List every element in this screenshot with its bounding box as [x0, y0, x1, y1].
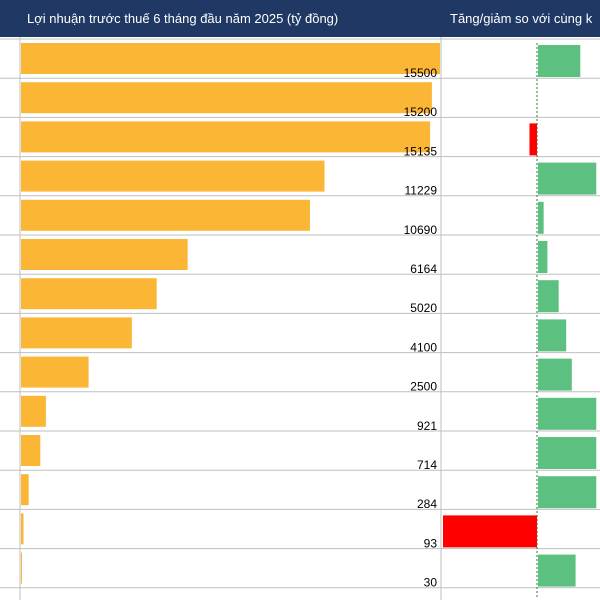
profit-bar [21, 239, 188, 270]
profit-value-label: 284 [417, 497, 437, 511]
profit-bar [21, 160, 325, 192]
profit-bar [21, 395, 46, 427]
change-bar-increase [538, 358, 572, 391]
change-bar-increase [538, 280, 559, 313]
profit-value-label: 10690 [404, 223, 438, 237]
profit-value-label: 15200 [404, 105, 438, 119]
profit-bar [21, 278, 157, 310]
change-bar-decrease [443, 515, 537, 548]
profit-bar [21, 474, 29, 506]
profit-bar [21, 317, 132, 349]
profit-bar [21, 356, 89, 388]
profit-bar [21, 513, 24, 545]
profit-bar [21, 43, 440, 74]
profit-bar [21, 121, 431, 153]
change-bar-increase [538, 554, 576, 587]
change-column-title: Tăng/giảm so với cùng k [450, 11, 593, 26]
change-bar-increase [538, 45, 581, 77]
change-bar-increase [538, 397, 597, 430]
profit-value-label: 714 [417, 458, 437, 472]
table-header [0, 0, 600, 37]
profit-value-label: 11229 [405, 184, 438, 198]
profit-value-label: 5020 [410, 301, 437, 315]
profit-bar [21, 82, 432, 114]
profit-value-label: 15500 [404, 66, 438, 80]
profit-bar [21, 552, 22, 584]
change-bar-increase [538, 241, 548, 273]
profit-value-label: 2500 [410, 380, 437, 394]
profit-bar [21, 435, 41, 466]
profit-column-title: Lợi nhuận trước thuế 6 tháng đầu năm 202… [27, 11, 339, 26]
profit-value-label: 15135 [404, 144, 438, 158]
profit-value-label: 93 [424, 536, 438, 550]
change-bar-increase [538, 476, 597, 509]
profit-value-label: 30 [424, 576, 438, 590]
profit-bar [21, 199, 310, 231]
profit-value-label: 6164 [410, 262, 437, 276]
change-bar-increase [538, 437, 597, 469]
profit-value-label: 921 [417, 419, 437, 433]
change-bar-increase [538, 201, 544, 234]
change-bar-increase [538, 162, 597, 195]
change-bar-increase [538, 319, 567, 352]
profit-value-label: 4100 [410, 340, 437, 354]
change-bar-decrease [529, 123, 537, 156]
